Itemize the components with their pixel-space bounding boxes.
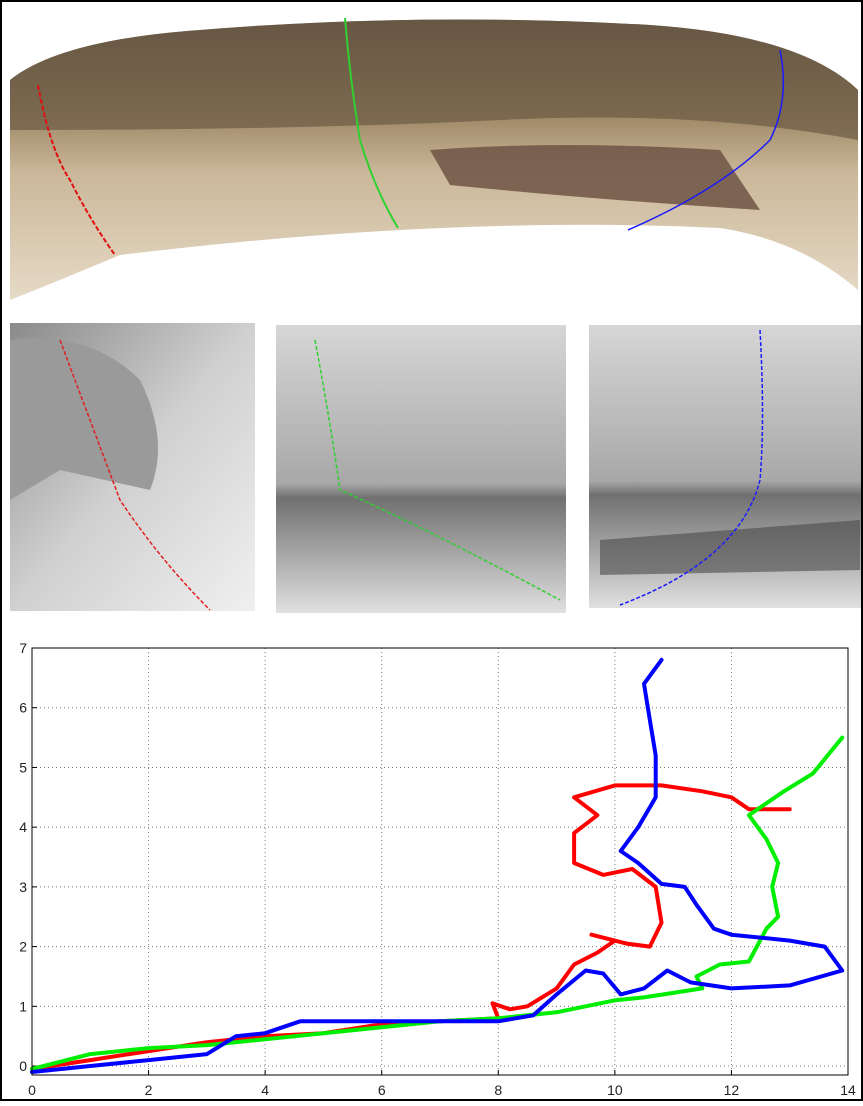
x-tick-label: 10 [607,1082,623,1098]
y-tick-label: 1 [19,998,27,1014]
y-tick-label: 2 [19,939,27,955]
photo [10,17,858,300]
x-tick-label: 8 [494,1082,502,1098]
y-tick-label: 5 [19,759,27,775]
y-tick-label: 6 [19,700,27,716]
plot-border [31,647,849,1076]
x-tick-label: 12 [724,1082,740,1098]
y-tick-label: 3 [19,879,27,895]
renderings [10,323,861,613]
plot-area [32,648,848,1075]
y-tick-label: 4 [19,819,27,835]
y-tick-label: 0 [19,1058,27,1074]
y-tick-label: 7 [19,640,27,656]
series-line [30,657,845,1074]
x-tick-label: 0 [28,1082,36,1098]
x-tick-label: 14 [840,1082,856,1098]
series-line [30,735,845,1071]
x-tick-label: 4 [261,1082,269,1098]
x-tick-label: 2 [145,1082,153,1098]
x-tick-label: 6 [378,1082,386,1098]
